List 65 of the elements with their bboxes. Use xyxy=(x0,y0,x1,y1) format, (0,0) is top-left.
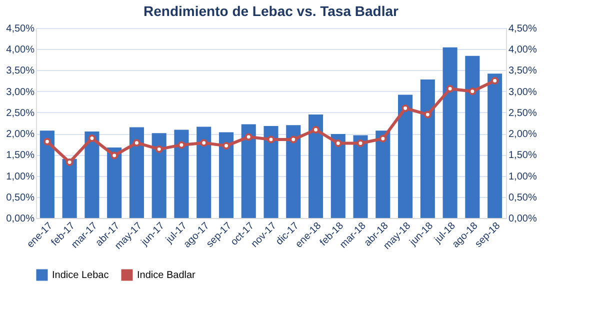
point xyxy=(132,139,140,147)
y-tick-label: 2,50% xyxy=(6,108,35,119)
bar xyxy=(420,80,435,218)
bar xyxy=(152,133,166,218)
y2-tick-label: 0,00% xyxy=(508,214,537,224)
y2-tick-label: 4,50% xyxy=(508,24,537,34)
point xyxy=(178,141,186,149)
y-tick-label: 0,00% xyxy=(6,214,35,224)
chart-title: Rendimiento de Lebac vs. Tasa Badlar xyxy=(144,3,400,19)
point xyxy=(290,136,298,144)
y-tick-label: 4,50% xyxy=(6,24,35,34)
bar xyxy=(196,126,212,218)
y2-tick-label: 4,00% xyxy=(508,44,537,56)
point xyxy=(244,133,252,141)
y2-tick-label: 1,50% xyxy=(508,150,537,162)
bar xyxy=(308,114,324,218)
point xyxy=(446,85,454,93)
y2-tick-label: 2,00% xyxy=(508,129,537,140)
bar xyxy=(174,130,189,218)
bar xyxy=(241,124,256,218)
point xyxy=(200,139,208,147)
point xyxy=(155,145,163,153)
bar xyxy=(129,127,144,218)
point xyxy=(222,142,230,150)
bar xyxy=(62,158,77,218)
y-tick-label: 3,50% xyxy=(6,66,35,77)
y-tick-label: 1,50% xyxy=(6,150,35,162)
point xyxy=(356,140,364,147)
bar xyxy=(442,47,458,218)
legend-label: Indice Lebac xyxy=(52,270,109,281)
bar xyxy=(286,125,301,218)
bar xyxy=(398,94,413,218)
y-tick-label: 1,00% xyxy=(6,171,35,182)
point xyxy=(379,134,387,142)
point xyxy=(468,88,476,96)
point xyxy=(312,126,320,134)
y2-tick-label: 1,00% xyxy=(508,171,537,182)
bar xyxy=(40,130,54,218)
y2-tick-label: 3,00% xyxy=(508,86,537,98)
y-tick-label: 3,00% xyxy=(6,86,35,98)
bar xyxy=(376,130,390,218)
bar xyxy=(465,56,480,218)
point xyxy=(110,152,118,160)
point xyxy=(66,158,74,166)
bar xyxy=(218,132,234,218)
y2-tick-label: 0,50% xyxy=(508,192,537,204)
y2-tick-label: 2,50% xyxy=(508,108,537,119)
point xyxy=(88,134,96,142)
point xyxy=(267,136,275,144)
y-tick-label: 2,00% xyxy=(6,129,35,140)
y2-tick-label: 3,50% xyxy=(508,66,537,77)
y-tick-label: 0,50% xyxy=(6,192,35,204)
legend-label: Indice Badlar xyxy=(137,270,196,281)
bar xyxy=(488,74,502,218)
bar xyxy=(84,131,100,218)
point xyxy=(402,104,410,112)
bar xyxy=(107,147,122,218)
bar xyxy=(330,134,346,218)
point xyxy=(43,138,51,146)
point xyxy=(424,110,432,118)
bar xyxy=(353,135,368,218)
point xyxy=(491,77,499,85)
point xyxy=(334,140,342,147)
bar xyxy=(264,126,278,218)
y-tick-label: 4,00% xyxy=(6,44,35,56)
